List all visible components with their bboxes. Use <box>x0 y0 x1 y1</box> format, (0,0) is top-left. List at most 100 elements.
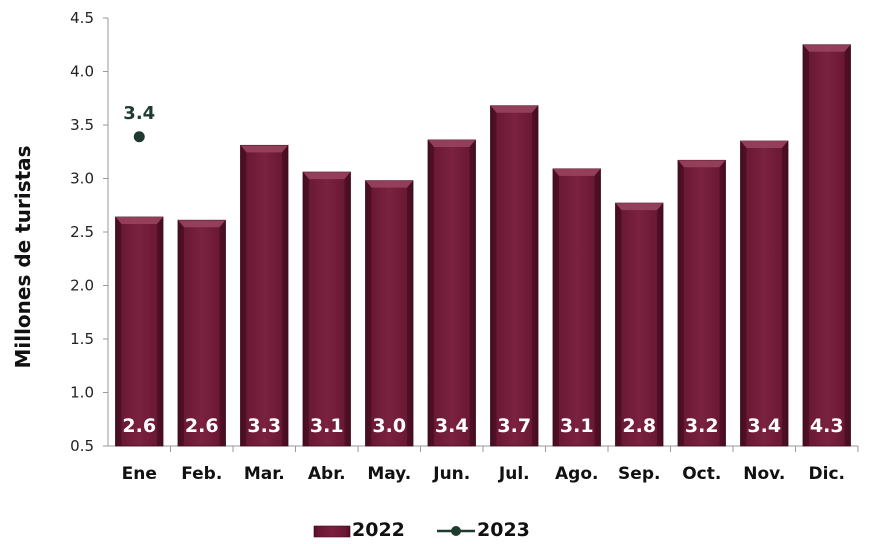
bar-bevel-right <box>532 105 538 447</box>
bar-bevel-left <box>740 141 747 447</box>
x-tick-label: Sep. <box>618 464 660 484</box>
bar-body <box>802 44 851 447</box>
bar-2022: 3.4 <box>427 139 476 447</box>
legend: 2022 2023 <box>313 519 530 541</box>
bar-value-label: 2.6 <box>122 415 156 437</box>
bar-bevel-right <box>469 139 476 447</box>
x-tick-label: Abr. <box>308 464 346 484</box>
bar-bevel-right <box>219 220 226 446</box>
bar-bevel-top <box>303 172 351 180</box>
bar-bevel-top <box>178 220 226 228</box>
bar-body <box>490 105 539 447</box>
legend-item-2023: 2023 <box>437 519 530 541</box>
bar-bevel-right <box>407 180 413 446</box>
y-tick-label: 4.5 <box>70 9 94 27</box>
y-tick-label: 4.0 <box>70 63 94 81</box>
point-value-label: 3.4 <box>123 103 155 124</box>
bar-bevel-top <box>615 203 663 211</box>
bar-body <box>177 219 226 447</box>
bar-value-label: 3.0 <box>372 415 406 437</box>
bar-2022: 2.6 <box>177 219 226 447</box>
bar-bevel-left <box>115 217 122 446</box>
legend-label-2022: 2022 <box>352 519 405 541</box>
bar-value-label: 3.1 <box>310 415 344 437</box>
bar-body <box>240 144 289 447</box>
bar-bevel-left <box>240 145 247 446</box>
legend-label-2023: 2023 <box>477 519 530 541</box>
bar-bevel-top <box>240 145 288 153</box>
y-tick-label: 2.5 <box>70 223 94 241</box>
bar-body <box>615 202 664 447</box>
bar-body <box>115 216 164 447</box>
y-axis-label: Millones de turistas <box>11 145 35 368</box>
legend-marker-2023 <box>451 526 461 536</box>
bar-bevel-top <box>803 44 851 52</box>
bar-body <box>365 180 414 447</box>
bar-bevel-right <box>782 141 788 447</box>
bars-2022: 2.6 2.6 3.3 3.1 3.0 3.4 3.7 3.1 2.8 3.2 3.4 4.3 <box>115 44 851 447</box>
bar-value-label: 2.8 <box>622 415 656 437</box>
axes: 0.5 1.0 1.5 2.0 2.5 3.0 3.5 4.0 4.5 Ene Feb. Mar. Ab… <box>70 9 859 484</box>
x-tick-label: Mar. <box>244 464 285 484</box>
y-tick-label: 3.0 <box>70 170 94 188</box>
bar-bevel-right <box>594 168 601 446</box>
bar-value-label: 3.7 <box>497 415 531 437</box>
bar-2022: 4.3 <box>802 44 851 447</box>
bar-2022: 2.8 <box>615 202 664 447</box>
bar-bevel-left <box>428 139 434 447</box>
x-tick-label: Nov. <box>743 464 785 484</box>
bar-value-label: 3.3 <box>247 415 281 437</box>
bar-value-label: 3.4 <box>747 415 781 437</box>
bar-2022: 3.3 <box>240 144 289 447</box>
bar-2022: 3.1 <box>302 171 351 447</box>
bar-2022: 3.4 <box>740 140 789 447</box>
bar-bevel-top <box>553 168 601 176</box>
bar-bevel-left <box>803 44 809 446</box>
y-tick-label: 2.0 <box>70 277 94 295</box>
bar-2022: 2.6 <box>115 216 164 447</box>
bar-value-label: 2.6 <box>185 415 219 437</box>
bar-bevel-left <box>615 203 622 446</box>
bar-body <box>427 139 476 447</box>
bar-body <box>677 159 726 447</box>
bar-bevel-left <box>553 168 559 446</box>
bar-value-label: 4.3 <box>810 415 844 437</box>
series-2023: 3.4 <box>123 103 155 143</box>
y-tick-label: 0.5 <box>70 437 94 455</box>
bar-bevel-top <box>740 141 788 149</box>
bar-value-label: 3.2 <box>685 415 719 437</box>
bar-2022: 3.2 <box>677 159 726 447</box>
x-tick-label: May. <box>367 464 411 484</box>
bar-2022: 3.7 <box>490 105 539 447</box>
bar-bevel-right <box>344 172 351 446</box>
x-tick-label: Ene <box>122 464 157 484</box>
x-tick-label: Jul. <box>498 464 530 484</box>
bar-bevel-top <box>115 217 163 225</box>
bar-bevel-right <box>282 145 288 446</box>
bar-bevel-top <box>490 105 538 113</box>
y-tick-label: 1.0 <box>70 384 94 402</box>
bar-2022: 3.0 <box>365 180 414 447</box>
bar-body <box>302 171 351 447</box>
bar-bevel-right <box>657 203 663 446</box>
x-tick-label: Dic. <box>809 464 845 484</box>
bar-body <box>552 168 601 447</box>
legend-swatch-2022 <box>313 525 351 538</box>
y-tick-label: 1.5 <box>70 330 94 348</box>
y-tick-label: 3.5 <box>70 116 94 134</box>
bar-value-label: 3.4 <box>435 415 469 437</box>
bar-bevel-right <box>844 44 851 446</box>
bar-bevel-top <box>678 160 726 168</box>
bar-bevel-left <box>678 160 684 446</box>
bar-bevel-right <box>719 160 726 446</box>
bar-bevel-left <box>490 105 497 447</box>
bar-bevel-left <box>365 180 372 446</box>
point-2023 <box>133 131 145 143</box>
bar-bevel-top <box>428 139 476 147</box>
x-tick-label: Oct. <box>682 464 721 484</box>
bar-bevel-left <box>178 220 184 446</box>
legend-item-2022: 2022 <box>313 519 405 541</box>
bar-body <box>740 140 789 447</box>
bar-bevel-right <box>157 217 163 446</box>
